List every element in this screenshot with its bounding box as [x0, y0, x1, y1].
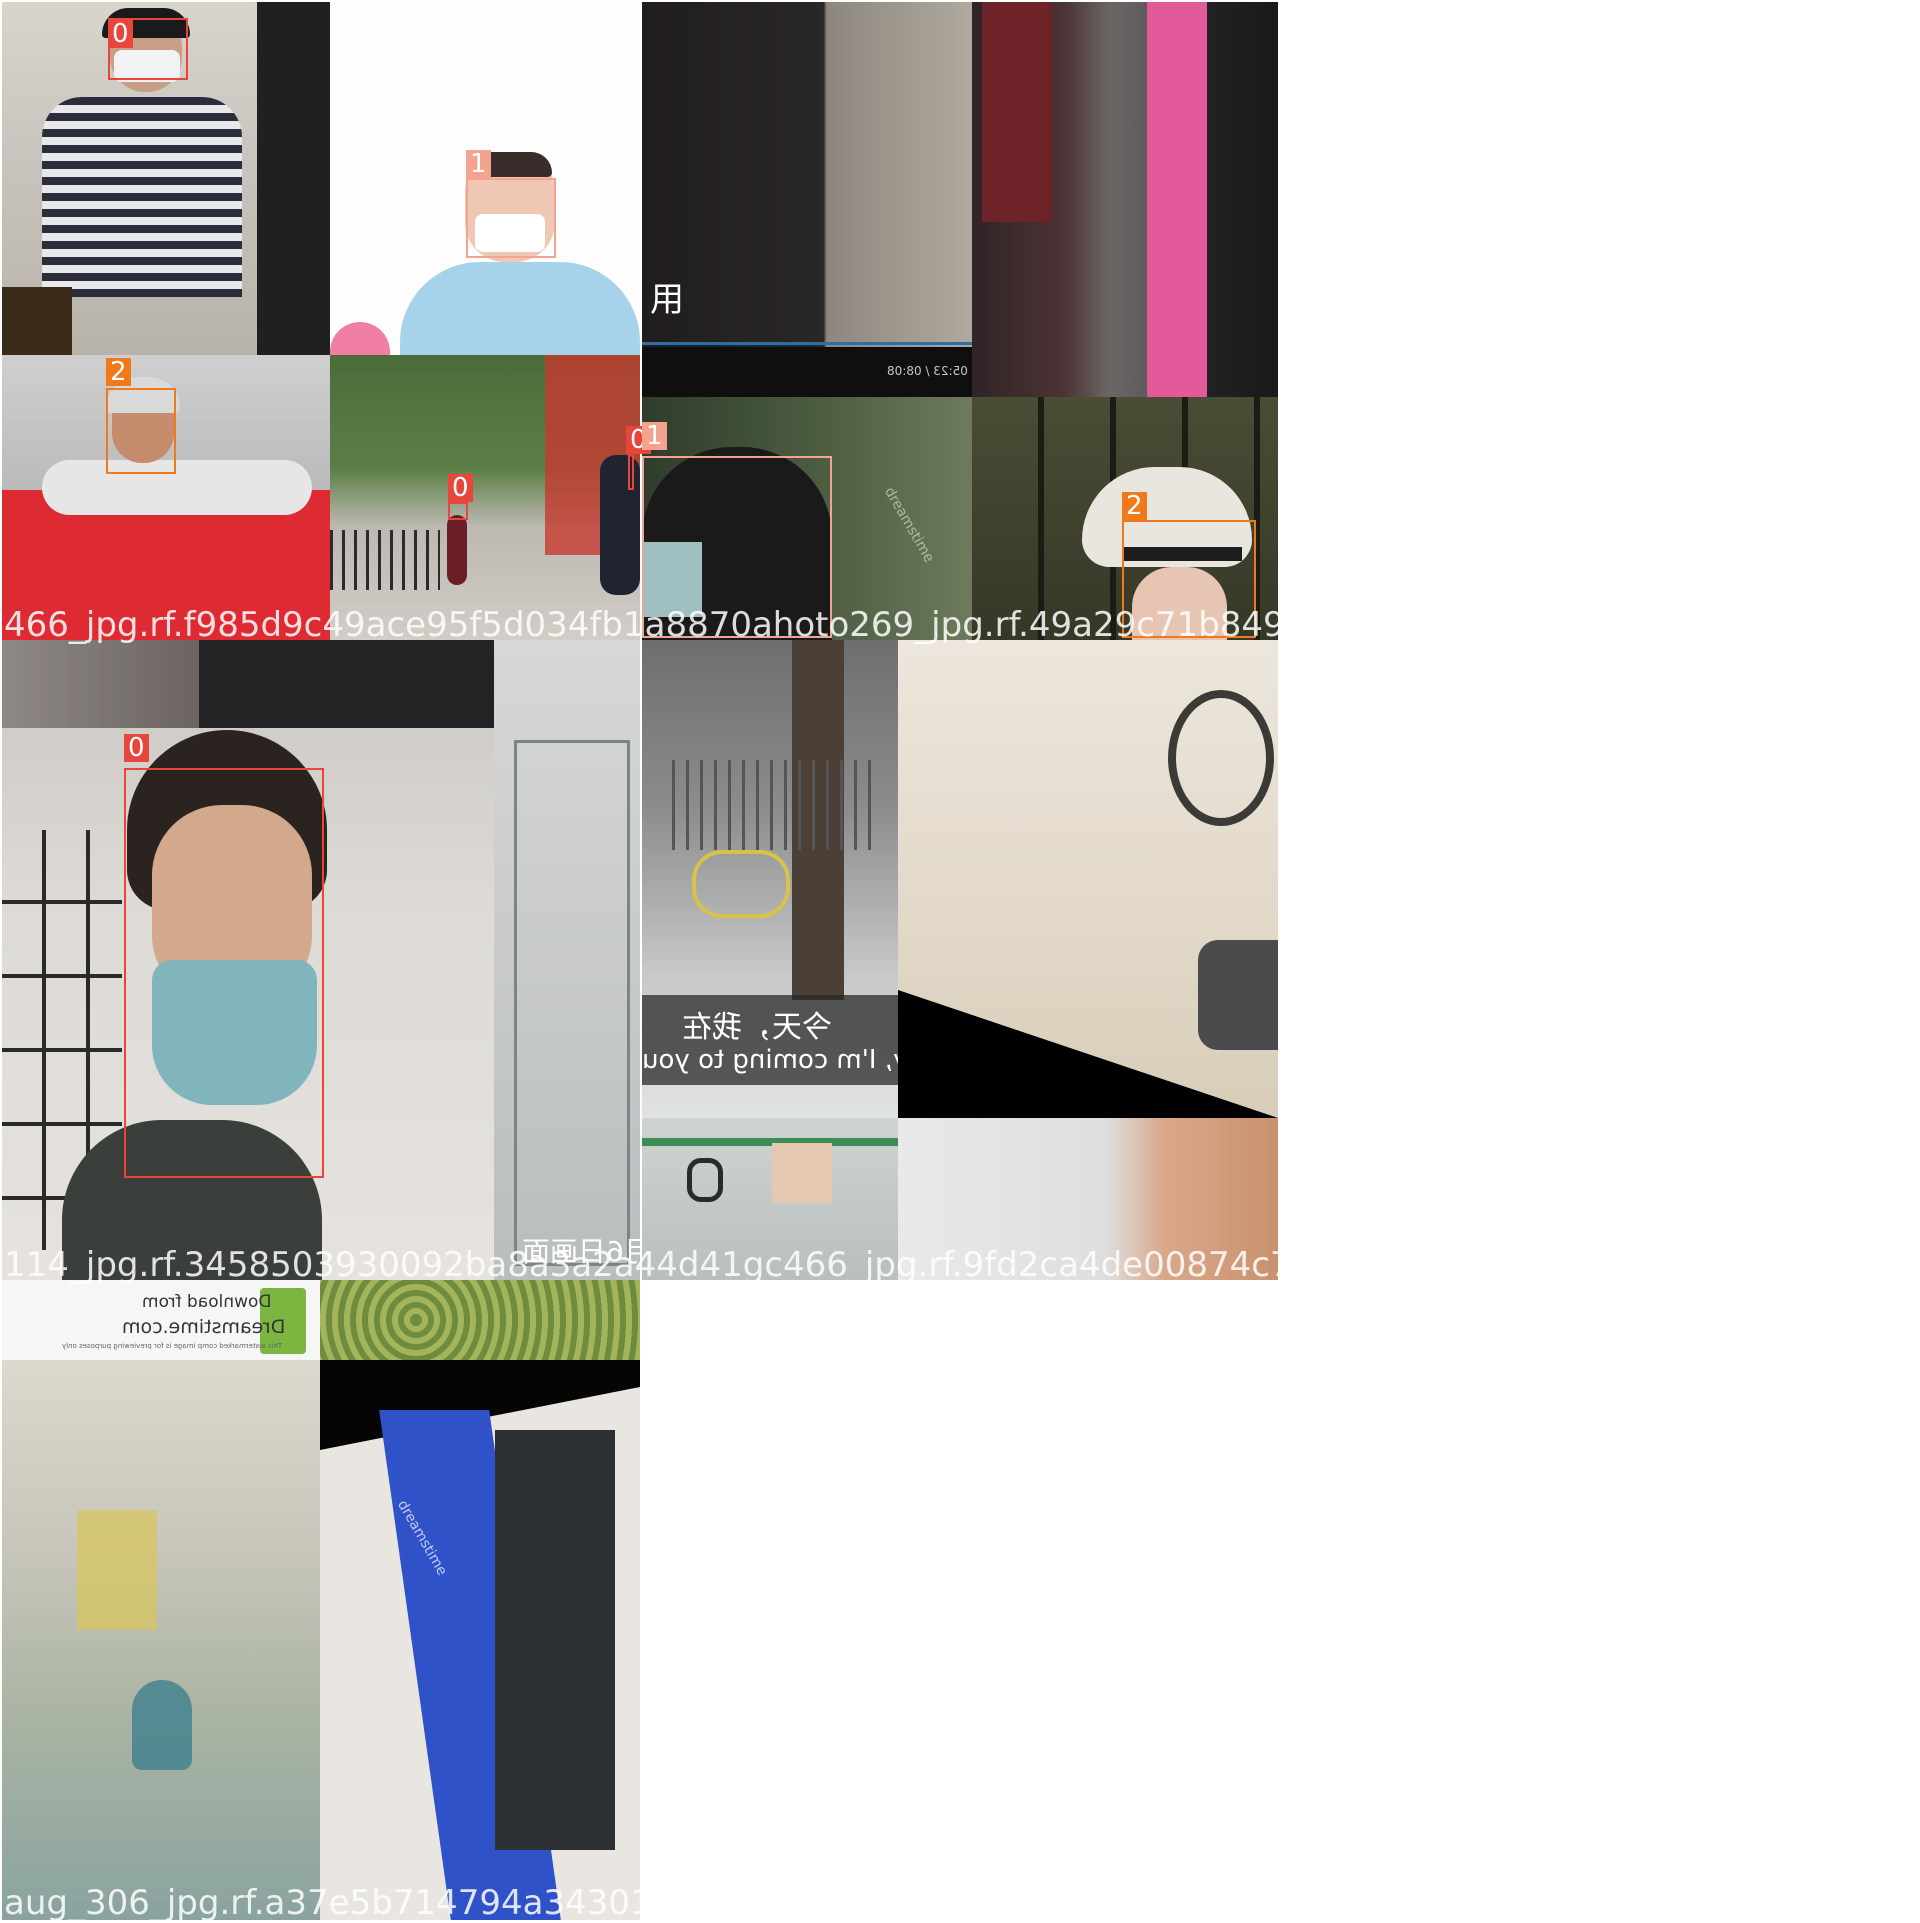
photo-bike-wheel [1168, 690, 1274, 826]
bbox-class-label: 2 [1122, 492, 1147, 520]
watermark-line-1: Download from [142, 1292, 271, 1312]
bbox-class-label: 1 [466, 150, 491, 178]
english-subtitle: Today, I'm coming to you [642, 1045, 898, 1075]
photo-blue-patch [132, 1680, 192, 1770]
photo-top-strip [2, 640, 494, 728]
photo-machine [1198, 940, 1278, 1050]
photo-progress-line [642, 342, 972, 345]
bbox-class-label: 2 [106, 358, 131, 386]
watermark-line-2: Dreamstime.com [122, 1316, 285, 1338]
photo-striped-shirt [42, 97, 242, 297]
bbox-class-label: 0 [108, 20, 133, 48]
filename-caption-row3: aug_306_jpg.rf.a37e5b714794a34301bd010fb [4, 1886, 793, 1920]
filename-caption-row1: 466_jpg.rf.f985d9c49ace95f5d034fb1a8870a… [4, 608, 1436, 642]
tile-noisy-watermark: Download from Dreamstime.com This waterm… [2, 1280, 320, 1920]
player-time-label: 05:23 / 08:08 [887, 364, 968, 378]
photo-pedestrian [447, 515, 467, 585]
photo-handle [687, 1158, 723, 1202]
filename-caption-row2: 114_jpg.rf.3458503930092ba8a3a2a44d41gc4… [4, 1248, 1476, 1282]
photo-white-arm [42, 460, 312, 515]
photo-pink-coat [1147, 2, 1207, 397]
bbox-masked-face: 1 [466, 178, 556, 258]
photo-walker-right [600, 455, 640, 595]
photo-red-jacket [982, 2, 1052, 222]
side-chinese-char: 用 [650, 272, 684, 321]
bbox-masked-face: 0 [124, 768, 324, 1178]
photo-door-frame [514, 740, 630, 1266]
bbox-masked-face: 0 [448, 502, 468, 520]
photo-dark-pane [495, 1430, 615, 1850]
photo-shirt [400, 262, 640, 355]
tile-pink-coat-street [972, 2, 1278, 397]
tile-tree-lined-street [330, 355, 640, 640]
photo-poster [772, 1143, 832, 1203]
bbox-masked-face: 0 [628, 454, 634, 490]
photo-umbrella [330, 322, 390, 355]
tile-cyclist-blurred [898, 640, 1278, 1118]
photo-fence [672, 760, 882, 850]
photo-bicycle [692, 850, 790, 918]
dreamstime-watermark: dreamstime [881, 485, 937, 566]
tile-snowy-street-bicycle: 今天，我在 Today, I'm coming to you [642, 640, 898, 1118]
watermark-line-3: This watermarked comp image is for previ… [62, 1342, 282, 1350]
bbox-class-label: 1 [642, 422, 667, 450]
tile-blue-window-frame: dreamstime [320, 1280, 640, 1920]
photo-yellow-patch [77, 1510, 157, 1630]
bbox-masked-face: 0 [108, 18, 188, 80]
photo-green-bar [642, 1138, 898, 1146]
photo-background-person [257, 2, 330, 355]
photo-bag [2, 287, 72, 355]
tile-black-jacket-sidewalk: 05:23 / 08:08 用 [642, 2, 972, 397]
photo-green-foliage [320, 1280, 640, 1360]
photo-railing [330, 530, 440, 590]
bbox-face-no-mask: 2 [106, 388, 176, 474]
bbox-class-label: 0 [124, 734, 149, 762]
bbox-class-label: 0 [448, 474, 473, 502]
tile-clinic-door: 2月6日画面 [494, 640, 640, 1280]
chinese-subtitle: 今天，我在 [682, 1002, 832, 1046]
